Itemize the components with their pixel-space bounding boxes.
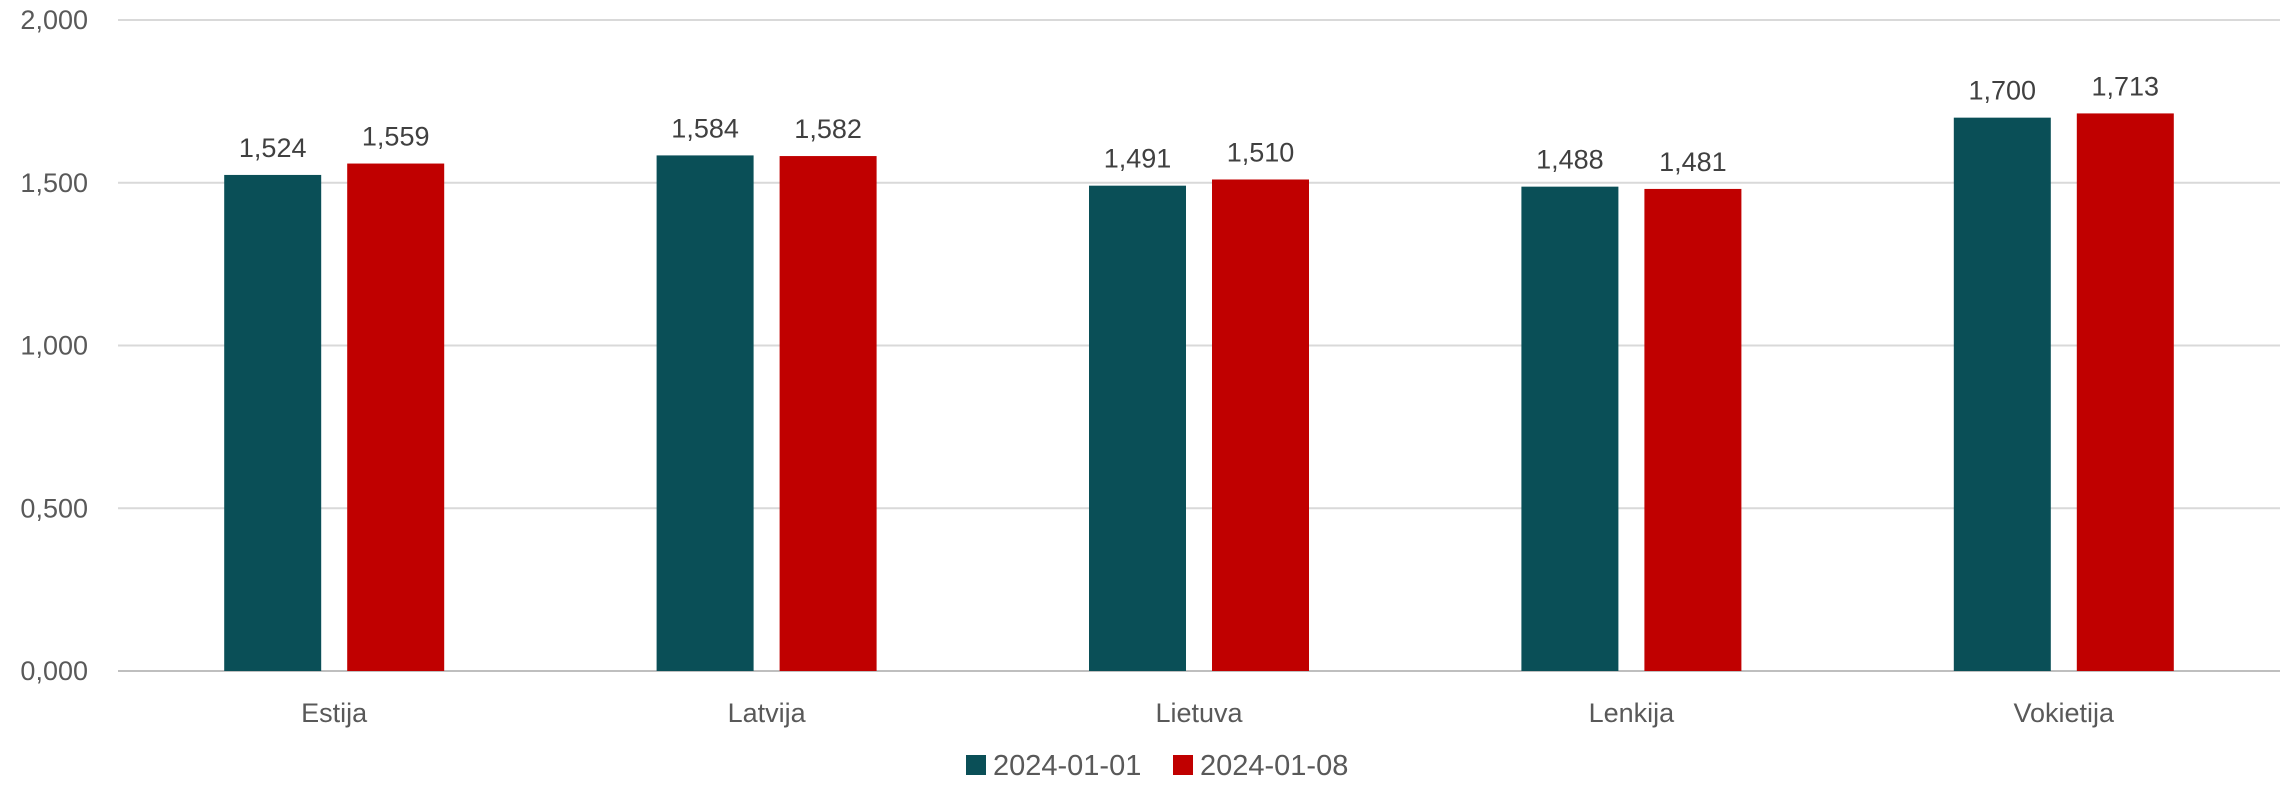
bar-2024-01-08-Lenkija <box>1644 188 1742 671</box>
y-tick-label: 0,000 <box>20 656 88 686</box>
x-category-label: Lietuva <box>1155 698 1243 728</box>
x-category-label: Latvija <box>728 698 807 728</box>
data-label: 1,713 <box>2092 71 2160 101</box>
category-labels: Estija Latvija Lietuva Lenkija Vokietija <box>301 698 2115 728</box>
legend-swatch <box>1173 755 1193 775</box>
bar-2024-01-01-Estija <box>224 174 322 672</box>
data-label: 1,510 <box>1227 137 1295 167</box>
x-category-label: Vokietija <box>2014 698 2116 728</box>
data-label: 1,481 <box>1659 147 1727 177</box>
data-label: 1,700 <box>1969 76 2037 106</box>
legend-label: 2024-01-08 <box>1200 750 1348 782</box>
bar-2024-01-01-Latvija <box>656 155 754 671</box>
legend: 2024-01-01 2024-01-08 <box>966 750 1348 782</box>
gridlines <box>118 19 2280 672</box>
bar-2024-01-08-Estija <box>347 163 445 671</box>
bar-2024-01-01-Vokietija <box>1953 117 2051 671</box>
bar-2024-01-01-Lietuva <box>1089 185 1186 671</box>
bar-2024-01-08-Latvija <box>779 156 877 671</box>
x-category-label: Lenkija <box>1589 698 1676 728</box>
data-label: 1,584 <box>671 113 739 143</box>
bars <box>224 113 2174 672</box>
data-label: 1,582 <box>794 114 862 144</box>
data-labels: 1,524 1,559 1,584 1,582 1,491 1,510 1,488 1,481… <box>239 71 2159 177</box>
y-tick-label: 2,000 <box>20 5 88 35</box>
data-label: 1,559 <box>362 122 430 152</box>
bar-2024-01-08-Lietuva <box>1212 179 1309 671</box>
data-label: 1,491 <box>1104 144 1172 174</box>
y-tick-label: 0,500 <box>20 493 88 523</box>
x-category-label: Estija <box>301 698 368 728</box>
y-axis-tick-labels: 0,000 0,500 1,000 1,500 2,000 <box>20 5 88 686</box>
data-label: 1,488 <box>1536 145 1604 175</box>
bar-2024-01-01-Lenkija <box>1521 186 1619 671</box>
y-tick-label: 1,500 <box>20 168 88 198</box>
y-tick-label: 1,000 <box>20 331 88 361</box>
legend-label: 2024-01-01 <box>993 750 1141 782</box>
data-label: 1,524 <box>239 133 307 163</box>
legend-swatch <box>966 755 986 775</box>
bar-2024-01-08-Vokietija <box>2076 113 2174 671</box>
